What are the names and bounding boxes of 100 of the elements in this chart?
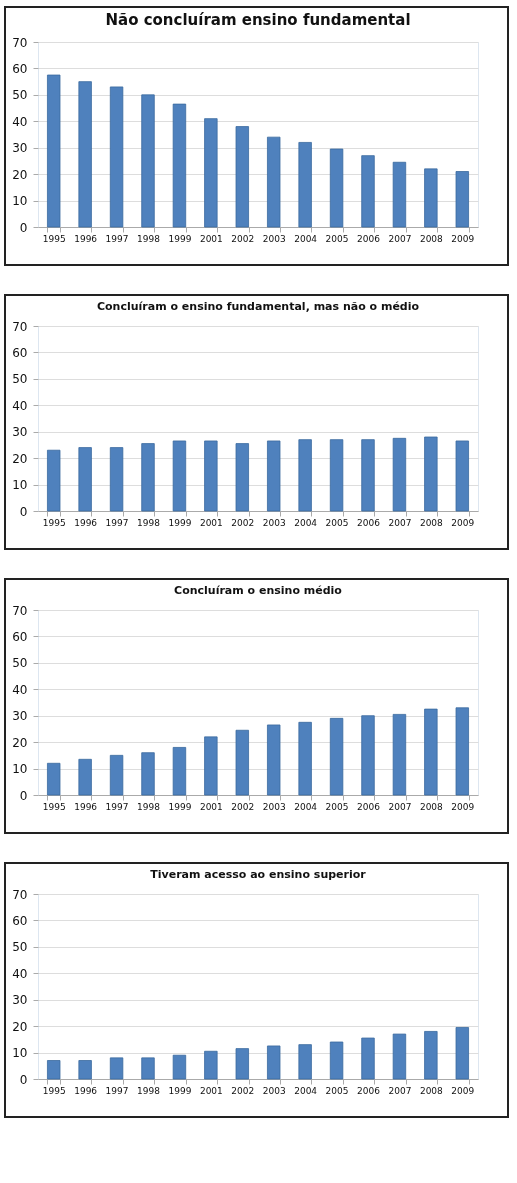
y-tick-label: 20 [12, 1019, 28, 1034]
y-tick-label: 70 [12, 603, 28, 618]
bar [204, 118, 218, 228]
x-tick-label: 1999 [168, 233, 192, 244]
y-tick-label: 60 [12, 61, 28, 76]
bar [235, 443, 249, 512]
bar [78, 758, 92, 796]
bar [392, 1033, 407, 1080]
bar [47, 1060, 61, 1080]
bar [329, 1041, 344, 1080]
bar [298, 1044, 312, 1080]
bar [329, 717, 344, 796]
x-tick-label: 2008 [419, 1085, 444, 1096]
bar [392, 437, 407, 512]
x-tick-label: 1998 [137, 1085, 161, 1096]
y-tick-label: 10 [12, 194, 28, 209]
bar [172, 747, 187, 796]
bar [267, 440, 281, 512]
y-tick-label: 0 [19, 788, 28, 803]
x-tick-label: 2007 [388, 517, 412, 528]
x-tick-label: 1997 [105, 801, 129, 812]
bar [298, 439, 312, 512]
bar [455, 171, 469, 228]
x-tick-label: 2009 [451, 1085, 475, 1096]
y-tick-label: 0 [19, 220, 28, 235]
y-tick-label: 10 [12, 762, 28, 777]
x-tick-label: 2006 [357, 517, 381, 528]
bar [204, 736, 218, 796]
x-tick-label: 2003 [262, 1085, 286, 1096]
bar [424, 168, 438, 228]
bar [392, 161, 407, 228]
bar [361, 155, 375, 228]
x-tick-label: 2002 [231, 801, 255, 812]
bar [204, 440, 218, 512]
x-tick-label: 1998 [137, 517, 161, 528]
bar [361, 715, 375, 796]
chart-title: Concluíram o ensino fundamental, mas não o médio [96, 300, 420, 313]
chart-title: Não concluíram ensino fundamental [105, 11, 411, 29]
x-tick-label: 2005 [325, 1085, 349, 1096]
x-tick-label: 2002 [231, 517, 255, 528]
x-tick-label: 2005 [325, 233, 349, 244]
x-tick-label: 2004 [294, 233, 318, 244]
x-tick-label: 2004 [294, 801, 318, 812]
bar [172, 1054, 187, 1080]
y-tick-label: 60 [12, 629, 28, 644]
bar [235, 1048, 249, 1080]
bar [47, 762, 61, 796]
y-tick-label: 10 [12, 1046, 28, 1061]
x-tick-label: 2005 [325, 517, 349, 528]
bar [141, 443, 155, 512]
bar [47, 449, 61, 512]
x-tick-label: 2009 [451, 517, 475, 528]
x-tick-label: 1995 [42, 233, 66, 244]
bar [235, 126, 249, 228]
y-tick-label: 60 [12, 913, 28, 928]
bar [141, 94, 155, 228]
y-tick-label: 70 [12, 319, 28, 334]
bar [109, 1057, 124, 1080]
bar [109, 447, 124, 512]
y-tick-label: 50 [12, 940, 28, 955]
x-tick-label: 2004 [294, 517, 318, 528]
bar [235, 729, 249, 796]
chart-title: Tiveram acesso ao ensino superior [150, 868, 367, 881]
x-tick-label: 1997 [105, 1085, 129, 1096]
y-tick-label: 30 [12, 425, 28, 440]
bar [424, 1031, 438, 1080]
y-tick-label: 40 [12, 682, 28, 697]
x-tick-label: 1999 [168, 801, 192, 812]
y-tick-label: 50 [12, 656, 28, 671]
bar [267, 724, 281, 796]
x-tick-label: 1996 [74, 1085, 98, 1096]
y-tick-label: 20 [12, 735, 28, 750]
x-tick-label: 2003 [262, 801, 286, 812]
chart-title: Concluíram o ensino médio [174, 584, 343, 597]
x-tick-label: 2006 [357, 233, 381, 244]
y-tick-label: 30 [12, 141, 28, 156]
x-tick-label: 1996 [74, 801, 98, 812]
x-tick-label: 1998 [137, 801, 161, 812]
bar [109, 86, 124, 228]
bar [141, 1057, 155, 1080]
bar [298, 142, 312, 228]
y-tick-label: 60 [12, 345, 28, 360]
x-tick-label: 2006 [357, 1085, 381, 1096]
x-tick-label: 2001 [199, 1085, 223, 1096]
x-tick-label: 2006 [357, 801, 381, 812]
y-tick-label: 0 [19, 504, 28, 519]
y-tick-label: 0 [19, 1072, 28, 1087]
y-tick-label: 10 [12, 478, 28, 493]
x-tick-label: 2003 [262, 517, 286, 528]
bar [392, 713, 407, 796]
y-tick-label: 70 [12, 35, 28, 50]
bar [329, 439, 344, 512]
bar [455, 707, 469, 796]
x-tick-label: 2008 [419, 801, 444, 812]
y-tick-label: 40 [12, 114, 28, 129]
bar [424, 436, 438, 512]
bar [267, 1045, 281, 1080]
y-tick-label: 40 [12, 966, 28, 981]
bar [424, 708, 438, 796]
bar [361, 1037, 375, 1080]
